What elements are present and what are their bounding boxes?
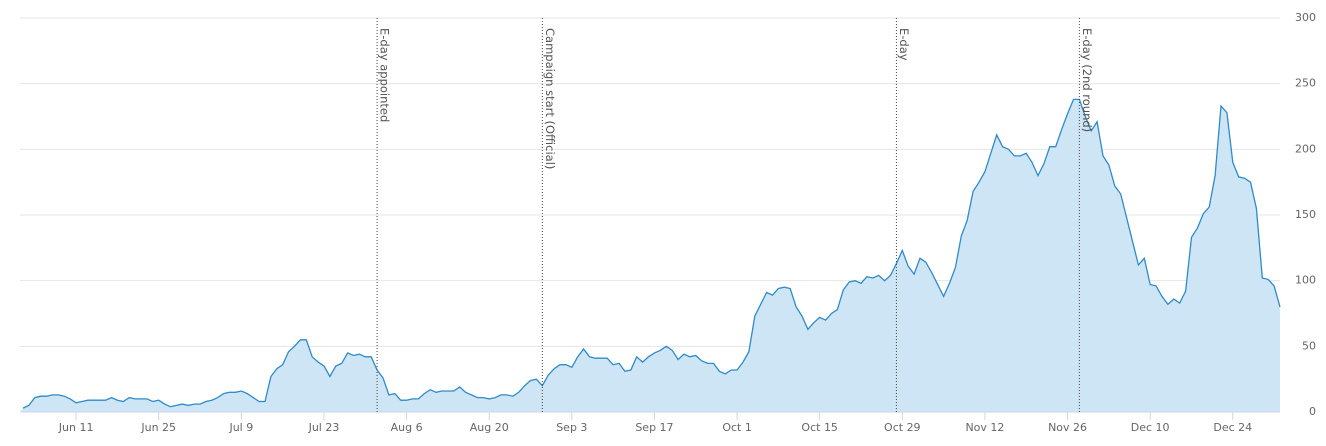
y-tick-label: 250 [1295, 77, 1316, 90]
x-tick-label: Dec 10 [1131, 421, 1170, 434]
x-tick-label: Jul 23 [308, 421, 340, 434]
annotation-label: E-day [897, 28, 911, 61]
annotation-label: Campaign start (Official) [543, 28, 557, 169]
line [22, 98, 1281, 409]
y-tick-label: 300 [1295, 11, 1316, 24]
x-tick-label: Sep 3 [556, 421, 587, 434]
x-tick-label: Aug 6 [391, 421, 423, 434]
x-tick-label: Jul 9 [228, 421, 253, 434]
x-tick-label: Jun 11 [58, 421, 94, 434]
x-tick-label: Nov 12 [965, 421, 1004, 434]
x-tick-label: Oct 1 [722, 421, 752, 434]
x-tick-label: Oct 29 [884, 421, 921, 434]
x-tick-label: Jun 25 [140, 421, 176, 434]
y-tick-label: 50 [1302, 339, 1316, 352]
y-tick-label: 150 [1295, 208, 1316, 221]
x-tick-label: Sep 17 [635, 421, 673, 434]
annotation-label: E-day (2nd round) [1080, 28, 1094, 132]
x-tick-label: Nov 26 [1048, 421, 1087, 434]
y-tick-label: 200 [1295, 142, 1316, 155]
y-tick-label: 0 [1309, 405, 1316, 418]
area [20, 99, 1280, 413]
annotation-label: E-day appointed [378, 28, 392, 122]
y-tick-label: 100 [1295, 274, 1316, 287]
x-tick-label: Aug 20 [470, 421, 509, 434]
x-tick-label: Oct 15 [801, 421, 838, 434]
x-tick-label: Dec 24 [1213, 421, 1252, 434]
